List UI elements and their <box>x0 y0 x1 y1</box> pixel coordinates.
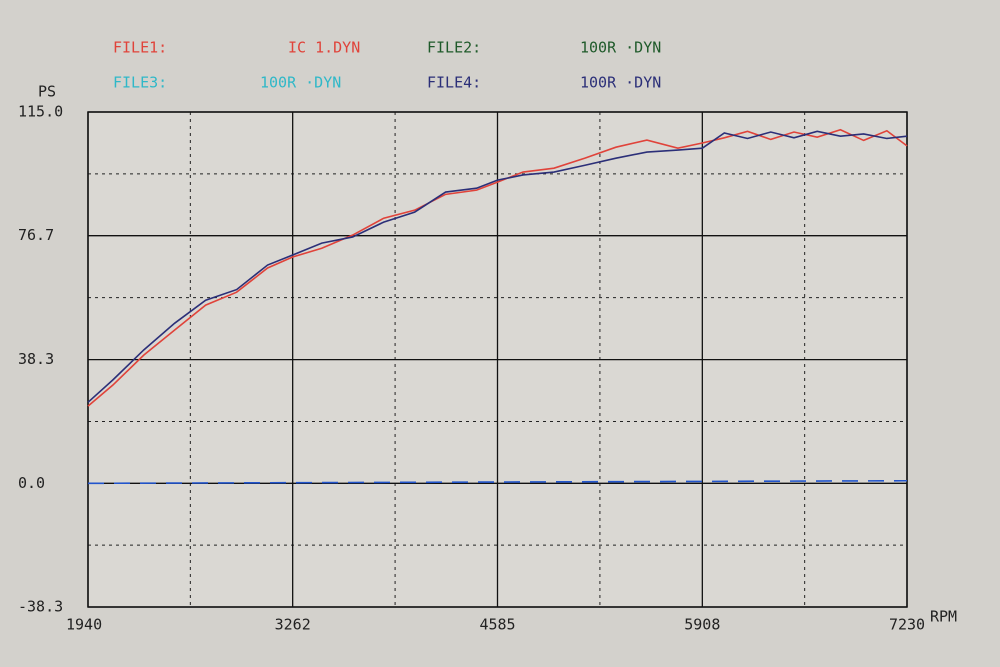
y-tick-label: 76.7 <box>18 226 54 244</box>
x-tick-label: 3262 <box>275 616 311 634</box>
legend-label: FILE2: <box>427 39 481 57</box>
y-tick-label: 38.3 <box>18 350 54 368</box>
x-tick-label: 4585 <box>479 616 515 634</box>
x-tick-label: 1940 <box>66 616 102 634</box>
legend-file: 100R ·DYN <box>580 39 661 57</box>
y-tick-label: 0.0 <box>18 474 45 492</box>
y-tick-label: -38.3 <box>18 598 63 616</box>
data-line <box>87 128 908 407</box>
legend-label: FILE3: <box>113 74 167 92</box>
legend-file: IC 1.DYN <box>288 39 360 57</box>
legend-file: 100R ·DYN <box>580 74 661 92</box>
legend-file: 100R ·DYN <box>260 74 341 92</box>
data-line <box>87 130 908 403</box>
legend-label: FILE1: <box>113 39 167 57</box>
y-axis-label: PS <box>38 83 56 101</box>
zero-line <box>87 479 908 485</box>
x-axis-label: RPM <box>930 608 957 626</box>
x-tick-label: 7230 <box>889 616 925 634</box>
legend-label: FILE4: <box>427 74 481 92</box>
x-tick-label: 5908 <box>684 616 720 634</box>
y-tick-label: 115.0 <box>18 103 63 121</box>
